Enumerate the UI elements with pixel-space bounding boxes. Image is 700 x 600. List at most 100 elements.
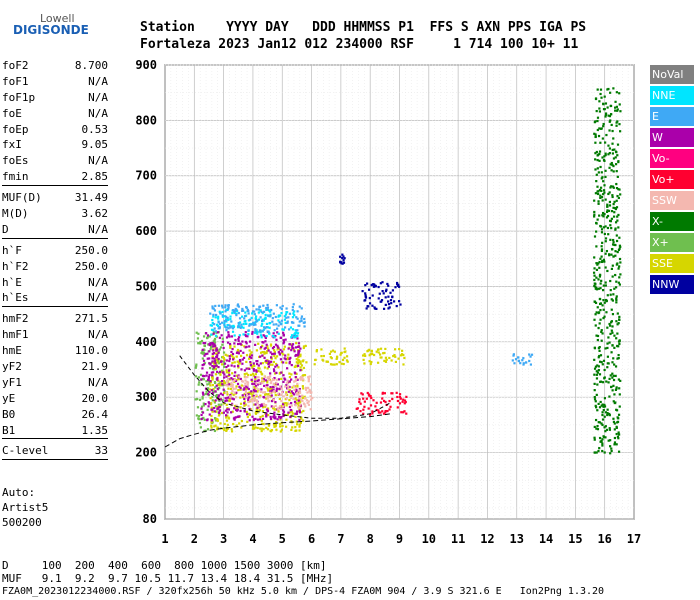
echo-point <box>278 321 281 324</box>
x-tick-label: 2 <box>191 532 198 546</box>
echo-point <box>222 427 225 430</box>
echo-point <box>262 334 265 337</box>
echo-point <box>227 307 230 311</box>
echo-point <box>612 203 615 206</box>
param-name: hmF1 <box>2 328 29 342</box>
echo-point <box>292 303 295 306</box>
echo-point <box>232 393 235 396</box>
echo-point <box>594 285 597 288</box>
echo-point <box>254 390 257 393</box>
echo-point <box>614 207 618 211</box>
echo-point <box>211 352 214 355</box>
echo-point <box>293 371 296 374</box>
echo-point <box>519 362 522 365</box>
echo-point <box>613 200 616 203</box>
echo-point <box>199 340 202 344</box>
echo-point <box>618 188 621 191</box>
echo-point <box>287 385 290 388</box>
echo-point <box>602 405 605 408</box>
echo-point <box>279 348 282 352</box>
echo-point <box>213 323 216 326</box>
echo-point <box>596 218 599 221</box>
echo-point <box>281 304 284 308</box>
echo-point <box>610 351 613 354</box>
echo-point <box>596 116 600 119</box>
echo-point <box>326 360 330 363</box>
echo-point <box>378 292 381 295</box>
echo-point <box>596 88 599 91</box>
echo-point <box>253 427 256 430</box>
echo-point <box>298 389 301 392</box>
echo-point <box>612 357 615 360</box>
echo-point <box>212 315 215 318</box>
echo-point <box>259 334 263 337</box>
echo-point <box>596 167 599 170</box>
echo-point <box>266 367 269 370</box>
echo-point <box>253 310 256 313</box>
echo-point <box>213 401 216 404</box>
echo-point <box>600 177 603 180</box>
param-name: foEp <box>2 122 29 136</box>
echo-point <box>279 385 282 388</box>
echo-point <box>274 423 278 427</box>
echo-point <box>290 343 293 346</box>
echo-point <box>291 309 294 312</box>
y-tick-label: 900 <box>135 58 157 72</box>
echo-point <box>339 260 342 263</box>
echo-point <box>263 396 266 399</box>
echo-point <box>361 354 365 357</box>
echo-point <box>594 133 597 136</box>
echo-point <box>615 320 618 323</box>
echo-point <box>613 428 616 431</box>
echo-point <box>259 355 262 358</box>
echo-point <box>225 319 228 322</box>
echo-point <box>608 377 611 380</box>
echo-point <box>212 345 215 348</box>
echo-point <box>238 317 242 320</box>
echo-point <box>269 310 272 313</box>
echo-point <box>595 222 598 225</box>
echo-point <box>593 278 596 282</box>
echo-point <box>248 349 251 352</box>
echo-point <box>220 360 223 363</box>
echo-point <box>259 316 262 319</box>
echo-point <box>379 401 383 404</box>
echo-point <box>233 418 236 421</box>
echo-point <box>195 390 198 393</box>
echo-point <box>617 160 620 164</box>
echo-point <box>297 355 300 358</box>
echo-point <box>245 360 248 364</box>
echo-point <box>285 381 288 385</box>
echo-point <box>209 343 212 347</box>
echo-point <box>272 407 275 410</box>
echo-point <box>273 408 277 411</box>
echo-point <box>606 413 609 417</box>
echo-point <box>205 380 208 383</box>
echo-point <box>282 414 285 418</box>
echo-point <box>242 356 246 360</box>
echo-point <box>402 411 405 414</box>
echo-point <box>224 414 228 417</box>
echo-point <box>595 276 598 279</box>
echo-point <box>617 378 620 381</box>
echo-point <box>233 342 236 345</box>
echo-point <box>612 420 616 423</box>
echo-point <box>251 312 254 315</box>
echo-point <box>290 363 293 367</box>
echo-point <box>288 362 291 365</box>
echo-point <box>287 411 290 414</box>
echo-point <box>214 373 218 376</box>
echo-point <box>279 306 282 309</box>
echo-point <box>606 294 609 297</box>
echo-point <box>604 237 608 240</box>
echo-point <box>307 380 310 383</box>
echo-point <box>263 352 266 355</box>
echo-point <box>230 377 233 380</box>
echo-point <box>363 405 366 408</box>
echo-point <box>213 362 216 366</box>
echo-point <box>230 430 234 433</box>
echo-point <box>608 414 611 417</box>
header-line-1: Station YYYY DAY DDD HHMMSS P1 FFS S AXN… <box>140 20 587 35</box>
echo-point <box>237 378 240 381</box>
